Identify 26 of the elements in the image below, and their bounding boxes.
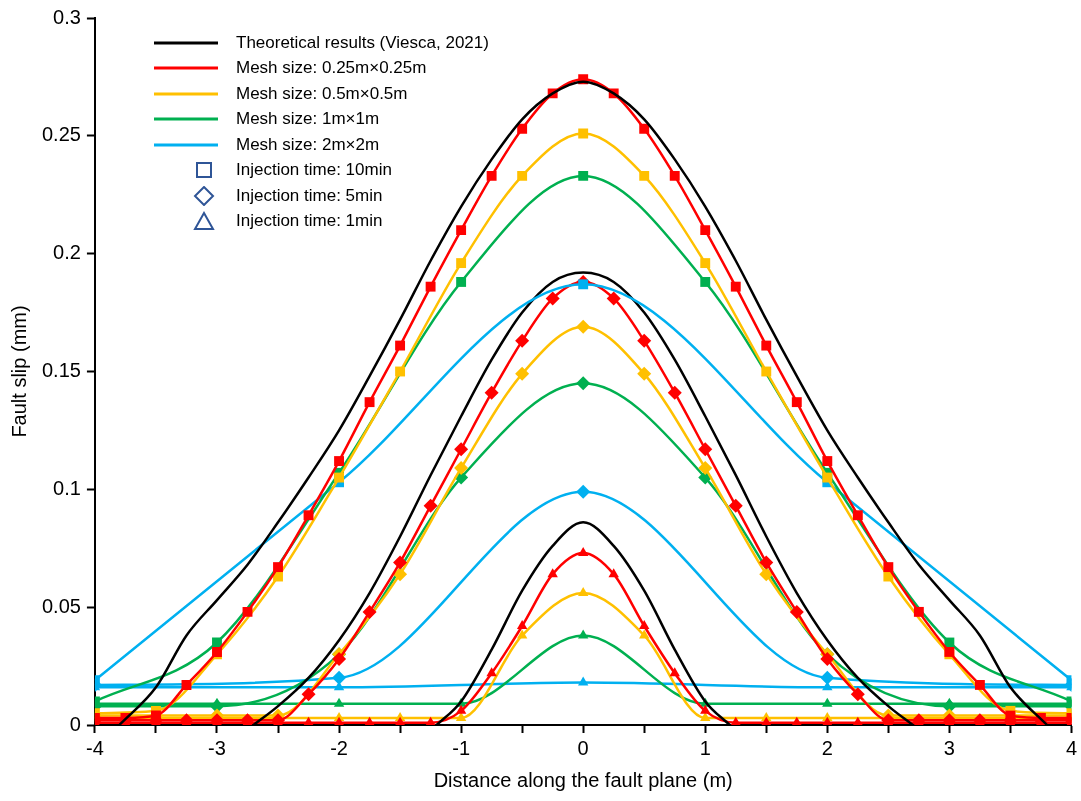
legend-label: Mesh size: 0.25m×0.25m: [236, 58, 427, 79]
x-tick-label: -3: [208, 736, 226, 759]
x-tick-label: 0: [577, 736, 589, 759]
y-tick-label: 0.15: [41, 359, 81, 382]
x-tick-label: 4: [1065, 736, 1077, 759]
legend-label: Injection time: 10min: [236, 160, 392, 181]
y-tick-label: 0.2: [53, 241, 81, 264]
x-tick-label: -4: [86, 736, 104, 759]
y-axis-title: Fault slip (mm): [7, 305, 30, 438]
legend-label: Injection time: 5min: [236, 185, 383, 206]
x-axis-title: Distance along the fault plane (m): [433, 768, 733, 791]
y-tick-label: 0.3: [53, 5, 81, 28]
legend-label: Mesh size: 1m×1m: [236, 109, 380, 130]
x-tick-label: 2: [821, 736, 833, 759]
y-tick-label: 0.05: [41, 594, 81, 617]
x-tick-label: 3: [943, 736, 955, 759]
legend-label: Mesh size: 2m×2m: [236, 134, 380, 155]
legend-label: Injection time: 1min: [236, 211, 383, 232]
x-tick-label: -2: [330, 736, 348, 759]
legend-label: Mesh size: 0.5m×0.5m: [236, 83, 408, 104]
legend-label: Theoretical results (Viesca, 2021): [236, 32, 489, 53]
y-tick-label: 0.25: [41, 123, 81, 146]
y-tick-label: 0: [69, 712, 81, 735]
x-tick-label: 1: [699, 736, 711, 759]
x-tick-label: -1: [452, 736, 471, 759]
y-tick-label: 0.1: [53, 476, 81, 499]
